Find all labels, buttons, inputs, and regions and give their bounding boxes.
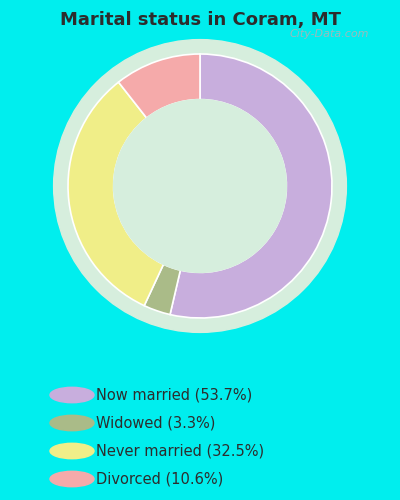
Text: Never married (32.5%): Never married (32.5%) <box>96 444 264 458</box>
Circle shape <box>50 472 94 486</box>
Text: Now married (53.7%): Now married (53.7%) <box>96 388 252 402</box>
Circle shape <box>50 444 94 458</box>
Text: Divorced (10.6%): Divorced (10.6%) <box>96 472 223 486</box>
Wedge shape <box>68 82 164 306</box>
Text: Widowed (3.3%): Widowed (3.3%) <box>96 416 215 430</box>
Text: Marital status in Coram, MT: Marital status in Coram, MT <box>60 11 340 29</box>
Wedge shape <box>170 54 332 318</box>
Circle shape <box>50 388 94 402</box>
Wedge shape <box>144 264 180 314</box>
Text: City-Data.com: City-Data.com <box>290 29 369 39</box>
Wedge shape <box>118 54 200 118</box>
Circle shape <box>114 100 286 272</box>
Circle shape <box>50 416 94 430</box>
Circle shape <box>54 40 346 333</box>
